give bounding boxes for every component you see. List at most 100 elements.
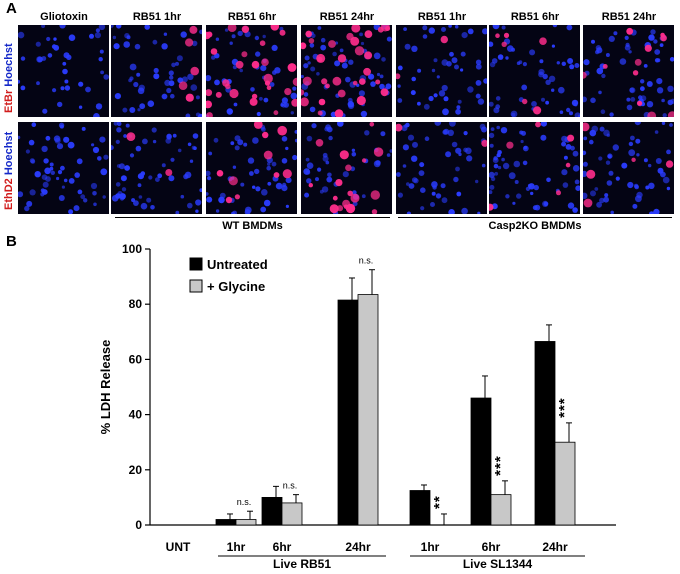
dead-cell (375, 79, 381, 85)
nucleus (231, 34, 236, 39)
nucleus (436, 75, 440, 79)
dead-cell (261, 58, 269, 66)
nucleus (563, 155, 568, 160)
nucleus (385, 83, 392, 90)
nucleus (35, 41, 41, 47)
nucleus (316, 72, 320, 76)
nucleus (250, 87, 255, 92)
nucleus (669, 57, 674, 62)
dead-cell (370, 190, 380, 200)
nucleus (267, 162, 271, 166)
dead-cell (334, 109, 344, 117)
dead-cell (586, 169, 596, 179)
nucleus (397, 65, 403, 71)
dead-cell (602, 64, 608, 69)
nucleus (373, 52, 381, 60)
nucleus (456, 105, 461, 110)
nucleus (373, 160, 381, 168)
nucleus (142, 138, 148, 145)
nucleus (492, 25, 500, 30)
nucleus (431, 68, 436, 73)
group-label: Live RB51 (273, 557, 331, 569)
nucleus (402, 164, 407, 168)
nucleus (567, 58, 574, 64)
nucleus (492, 157, 499, 164)
nucleus (56, 176, 60, 181)
nucleus (654, 130, 659, 134)
nucleus (483, 78, 487, 84)
nucleus (569, 111, 573, 116)
wt-group-label: WT BMDMs (222, 220, 283, 232)
dead-cell (225, 83, 231, 90)
nucleus (77, 189, 83, 195)
legend-swatch-untreated (189, 257, 203, 271)
y-tick-label: 0 (135, 518, 142, 532)
nucleus (25, 149, 30, 154)
nucleus (99, 136, 106, 143)
nucleus (575, 185, 580, 191)
nucleus (420, 187, 426, 193)
nucleus (496, 125, 500, 130)
nucleus (123, 134, 127, 138)
legend-label-glycine: + Glycine (207, 279, 265, 294)
nucleus (603, 196, 609, 203)
nucleus (514, 180, 519, 184)
dead-cell (235, 60, 244, 69)
nucleus (520, 139, 524, 144)
nucleus (281, 185, 288, 192)
nucleus (489, 132, 495, 139)
nucleus (153, 73, 160, 80)
nucleus (83, 198, 88, 203)
nucleus (598, 156, 603, 161)
nucleus (68, 178, 75, 184)
nucleus (26, 200, 33, 207)
nucleus (446, 61, 452, 67)
nucleus (31, 122, 37, 127)
bar (281, 502, 303, 526)
nucleus (561, 169, 568, 176)
nucleus (634, 122, 641, 126)
nucleus (522, 160, 528, 166)
nucleus (368, 73, 375, 80)
nucleus (583, 192, 588, 199)
micrograph-tile (111, 122, 202, 214)
nucleus (157, 173, 163, 179)
legend-label-untreated: Untreated (207, 257, 268, 272)
nucleus (311, 123, 317, 129)
nucleus (148, 175, 153, 180)
nucleus (531, 101, 537, 107)
dead-cell (301, 42, 307, 50)
nucleus (57, 101, 63, 108)
nucleus (448, 209, 455, 214)
nucleus (56, 143, 64, 150)
nucleus (566, 25, 573, 31)
nucleus (433, 93, 438, 98)
dead-cell (396, 123, 403, 132)
nucleus (628, 50, 632, 54)
nucleus (91, 143, 95, 147)
nucleus (124, 165, 130, 171)
nucleus (583, 150, 587, 156)
nucleus (630, 135, 635, 141)
nucleus (187, 202, 193, 209)
nucleus (654, 49, 661, 55)
nucleus (229, 41, 233, 45)
nucleus (432, 185, 437, 190)
nucleus (98, 25, 106, 31)
column-header: RB51 24hr (601, 11, 657, 23)
nucleus (170, 157, 175, 162)
nucleus (410, 90, 416, 96)
nucleus (501, 25, 506, 30)
significance-label: n.s. (237, 497, 252, 507)
nucleus (184, 171, 192, 179)
dead-cell (506, 141, 514, 149)
nucleus (67, 141, 75, 149)
nucleus (433, 58, 438, 63)
nucleus (533, 184, 539, 191)
nucleus (475, 59, 482, 65)
dead-cell (535, 122, 541, 128)
nucleus (151, 127, 157, 133)
nucleus (556, 61, 560, 65)
nucleus (508, 172, 516, 180)
nucleus (92, 191, 97, 196)
